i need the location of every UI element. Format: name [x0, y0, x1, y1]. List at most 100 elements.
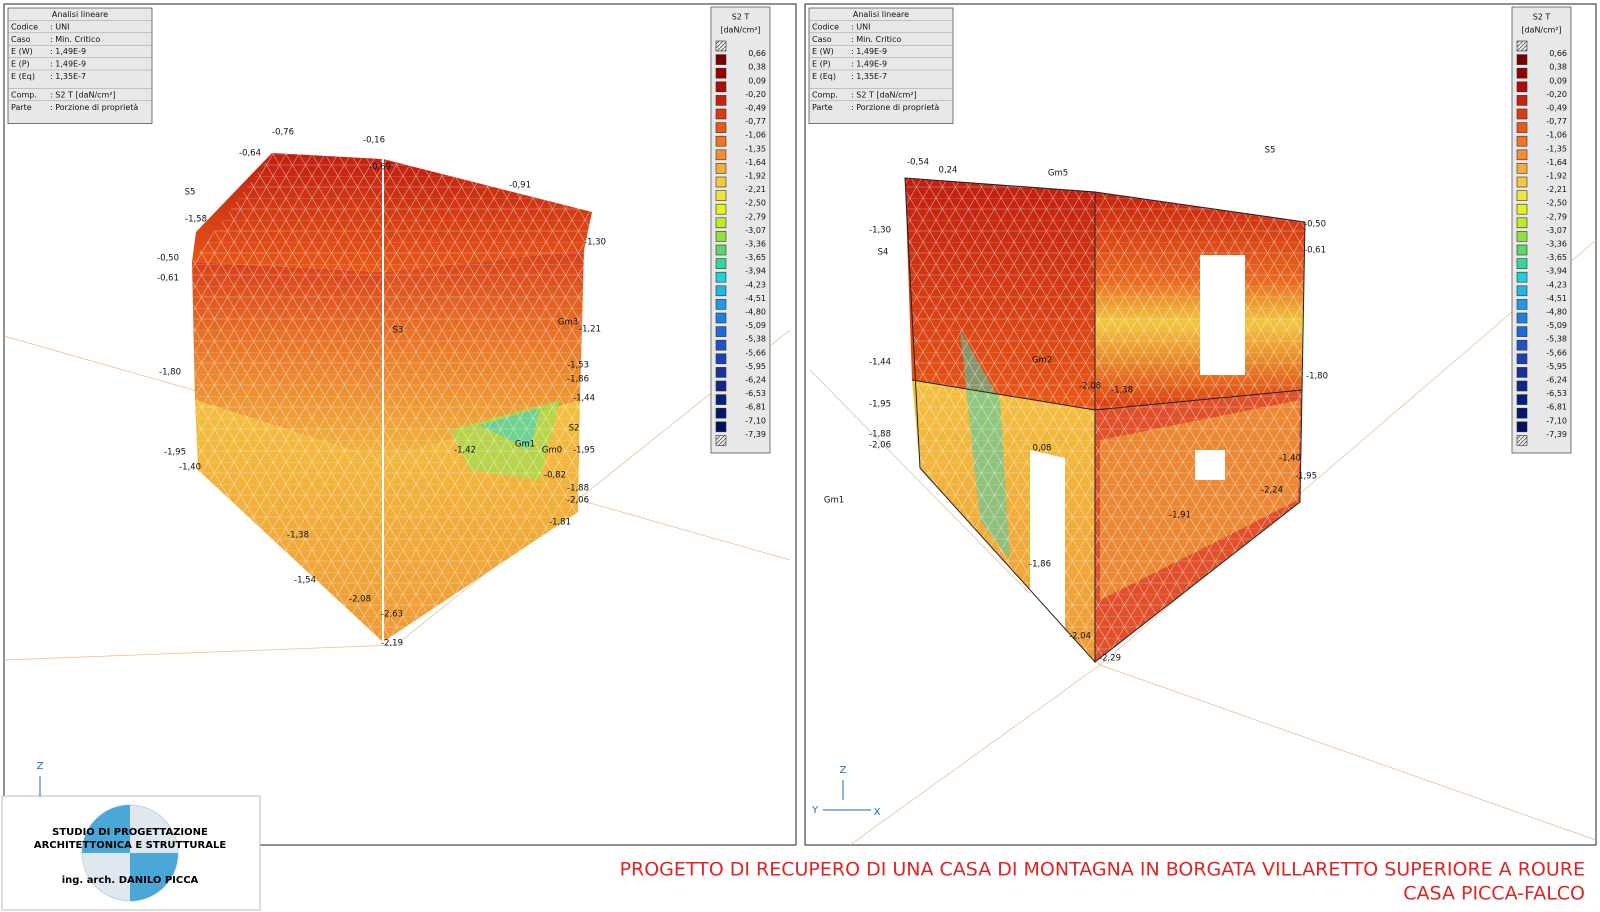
legend-swatch: [1516, 367, 1528, 378]
axis-label: X: [874, 807, 881, 818]
footer-title: PROGETTO DI RECUPERO DI UNA CASA DI MONT…: [620, 859, 1585, 881]
model-label: Gm0: [542, 446, 562, 456]
legend-swatch: [1516, 244, 1528, 256]
model-label: -1,81: [549, 518, 571, 528]
legend-label: 0,66: [748, 49, 766, 58]
axis-label: Y: [811, 805, 819, 816]
legend-label: -6,53: [1546, 389, 1567, 398]
model-label: -1,95: [573, 446, 595, 456]
legend-swatch: [1516, 285, 1528, 297]
info-key: Caso: [812, 35, 832, 44]
legend-swatch: [715, 67, 727, 79]
legend-label: -4,80: [1546, 308, 1567, 317]
legend-swatch: [715, 421, 727, 433]
legend-unit: [daN/cm²]: [720, 26, 760, 35]
legend-unit: [daN/cm²]: [1521, 26, 1561, 35]
model-label: -1,42: [454, 446, 476, 456]
model-label: -0,69: [369, 163, 391, 173]
info-key: E (Eq): [11, 72, 35, 81]
info-key: E (P): [812, 60, 831, 69]
viewport-left: [3, 3, 797, 846]
legend-label: 0,38: [748, 63, 766, 72]
viewport-right: [804, 3, 1597, 846]
model-label: -0,16: [363, 136, 385, 146]
info-value: : S2 T [daN/cm²]: [851, 90, 917, 99]
legend-swatch: [715, 40, 727, 52]
legend-swatch: [715, 353, 727, 365]
legend-label: -3,65: [1546, 253, 1567, 262]
model-label: -1,91: [1169, 511, 1191, 521]
legend-label: -5,38: [745, 335, 766, 344]
logo-line: ing. arch. DANILO PICCA: [62, 875, 199, 886]
legend-label: -5,38: [1546, 335, 1567, 344]
model-label: S4: [878, 248, 889, 258]
legend-label: -6,24: [745, 376, 766, 385]
model-left: [192, 153, 592, 642]
info-value: : Min. Critico: [50, 35, 100, 44]
model-label: Gm5: [1048, 169, 1068, 179]
legend-swatch: [1516, 54, 1528, 65]
legend-label: -3,94: [745, 267, 766, 276]
legend-label: -3,65: [745, 253, 766, 262]
model-label: -0,50: [1304, 220, 1326, 230]
model-label: -1,44: [869, 358, 891, 368]
legend-swatch: [1516, 217, 1528, 229]
legend-label: -1,64: [1546, 158, 1567, 167]
legend-swatch: [1516, 312, 1528, 324]
legend-title: S2 T: [1533, 13, 1551, 22]
model-label: -1,40: [179, 463, 201, 473]
legend-swatch: [1516, 163, 1528, 174]
legend-swatch: [715, 190, 727, 201]
legend-swatch: [1516, 122, 1528, 133]
info-key: Parte: [11, 103, 32, 112]
info-key: Codice: [11, 22, 38, 31]
model-label: -1,21: [579, 325, 601, 335]
legend-swatch: [1516, 108, 1528, 120]
model-label: -1,88: [567, 484, 589, 494]
legend-swatch: [715, 108, 727, 120]
info-value: : 1,35E-7: [50, 72, 86, 81]
info-key: Comp.: [11, 90, 37, 99]
model-label: -1,30: [869, 226, 891, 236]
model-label: -1,86: [1029, 560, 1051, 570]
legend-label: -4,80: [745, 308, 766, 317]
legend-swatch: [1516, 81, 1528, 93]
model-label: -1,95: [164, 448, 186, 458]
legend-label: -2,50: [745, 199, 766, 208]
model-label: Gm1: [824, 496, 844, 506]
legend-label: -7,10: [1546, 416, 1567, 425]
model-label: Gm3: [558, 318, 578, 328]
legend-label: 0,09: [1549, 76, 1567, 85]
model-label: -1,53: [567, 361, 589, 371]
info-box: [7, 7, 153, 124]
legend-swatch: [1516, 176, 1528, 188]
model-label: -2,19: [381, 639, 403, 649]
legend-label: -2,21: [1546, 185, 1567, 194]
info-value: : Min. Critico: [851, 35, 901, 44]
info-value: : UNI: [50, 22, 69, 31]
model-label: -0,64: [239, 149, 261, 159]
model-label: -1,38: [1111, 386, 1133, 396]
legend-label: 0,66: [1549, 49, 1567, 58]
info-value: : 1,49E-9: [851, 47, 887, 56]
legend-swatch: [1516, 271, 1528, 283]
legend-label: -7,10: [745, 416, 766, 425]
legend-label: -4,51: [1546, 294, 1567, 303]
model-label: -0,50: [157, 254, 179, 264]
legend-label: -5,66: [745, 348, 766, 357]
legend-swatch: [715, 231, 727, 242]
legend-label: -1,92: [1546, 172, 1567, 181]
legend-label: -2,21: [745, 185, 766, 194]
legend-swatch: [1516, 190, 1528, 201]
legend-swatch: [715, 95, 727, 106]
legend-label: -0,20: [1546, 90, 1567, 99]
model-label: S3: [393, 326, 404, 336]
legend-label: -4,51: [745, 294, 766, 303]
model-label: S5: [185, 188, 196, 198]
info-value: : 1,35E-7: [851, 72, 887, 81]
legend-swatch: [715, 271, 727, 283]
legend-swatch: [1516, 394, 1528, 405]
legend-label: -2,50: [1546, 199, 1567, 208]
